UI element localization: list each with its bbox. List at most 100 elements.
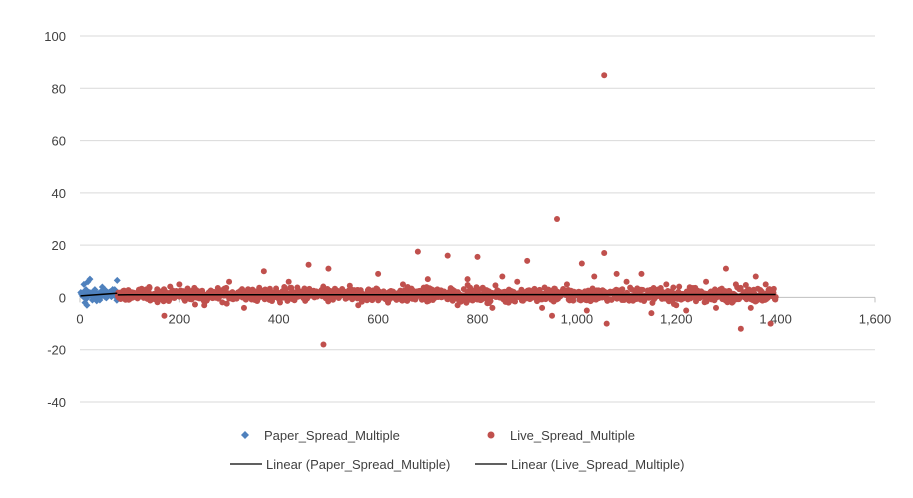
legend-label-trend-live: Linear (Live_Spread_Multiple) — [511, 457, 684, 472]
live-data-point — [226, 278, 233, 285]
live-data-point — [223, 284, 230, 291]
paper-data-point — [88, 296, 96, 304]
legend-label-trend-paper: Linear (Paper_Spread_Multiple) — [266, 457, 450, 472]
live-data-point — [240, 304, 247, 311]
live-data-point — [601, 72, 608, 79]
live-data-point — [742, 282, 749, 289]
legend-item-trend-live: Linear (Live_Spread_Multiple) — [475, 457, 684, 472]
live-data-point — [492, 282, 499, 289]
live-data-point — [512, 298, 519, 305]
y-axis: 100 80 60 40 20 0 -20 -40 — [44, 29, 66, 410]
live-data-point — [619, 286, 626, 293]
live-data-point — [285, 278, 292, 285]
live-data-point — [191, 301, 198, 308]
live-data-point — [305, 261, 312, 268]
live-data-point — [355, 302, 362, 309]
live-data-point — [554, 216, 560, 222]
gridlines — [80, 35, 875, 403]
y-tick-label: 60 — [52, 134, 66, 149]
y-tick-label: 100 — [44, 29, 66, 44]
paper-data-point — [82, 286, 90, 294]
y-tick-label: -20 — [47, 343, 66, 358]
live-data-point — [772, 294, 779, 301]
live-data-point — [737, 325, 744, 332]
y-tick-label: 0 — [59, 290, 66, 305]
legend-item-paper: Paper_Spread_Multiple — [241, 428, 400, 443]
live-data-point — [201, 302, 208, 309]
live-data-point — [732, 281, 739, 288]
trendline-paper — [80, 292, 118, 297]
x-tick-label: 1,200 — [660, 311, 693, 326]
plot-area — [77, 72, 779, 348]
live-data-point — [737, 284, 744, 291]
y-tick-label: 20 — [52, 238, 66, 253]
live-data-point — [747, 304, 754, 311]
live-data-point — [549, 312, 556, 319]
live-data-point — [638, 270, 645, 277]
live-data-point — [320, 341, 327, 348]
live-data-point — [489, 304, 496, 311]
live-data-point — [325, 265, 332, 272]
y-tick-label: -40 — [47, 395, 66, 410]
live-data-point — [603, 320, 610, 327]
live-data-point — [499, 273, 506, 280]
circle-marker-icon — [487, 431, 495, 439]
live-data-point — [161, 312, 168, 319]
live-data-point — [444, 252, 451, 259]
paper-data-point — [91, 286, 99, 294]
live-data-point — [601, 249, 608, 256]
paper-data-point — [96, 296, 104, 304]
legend-item-live: Live_Spread_Multiple — [487, 428, 635, 443]
x-tick-label: 1,600 — [859, 311, 892, 326]
live-data-point — [487, 298, 494, 305]
live-data-point — [460, 286, 467, 293]
x-tick-label: 200 — [169, 311, 191, 326]
live-data-point — [223, 300, 230, 307]
live-data-point — [770, 285, 777, 292]
live-data-point — [722, 265, 729, 272]
live-data-point — [767, 320, 774, 327]
x-tick-label: 800 — [467, 311, 489, 326]
x-tick-label: 400 — [268, 311, 290, 326]
paper-data-point — [113, 276, 121, 284]
live-data-point — [752, 273, 759, 280]
live-data-point — [524, 257, 531, 264]
live-data-point — [385, 299, 392, 306]
legend-label-live: Live_Spread_Multiple — [510, 428, 635, 443]
live-data-point — [375, 270, 382, 277]
live-data-point — [713, 304, 719, 311]
live-data-point — [329, 296, 336, 303]
live-data-point — [277, 299, 284, 306]
live-data-point — [676, 283, 683, 290]
live-data-point — [563, 281, 570, 288]
live-data-point — [591, 273, 598, 280]
y-tick-label: 80 — [52, 81, 66, 96]
x-tick-label: 1,000 — [561, 311, 594, 326]
y-tick-label: 40 — [52, 186, 66, 201]
x-tick-label: 0 — [76, 311, 83, 326]
x-tick-label: 1,400 — [759, 311, 792, 326]
live-data-point — [703, 278, 710, 285]
live-data-point — [464, 276, 471, 283]
x-tick-label: 600 — [367, 311, 389, 326]
live-data-point — [514, 278, 521, 285]
live-data-point — [583, 307, 590, 314]
paper-data-point — [86, 275, 94, 283]
live-data-point — [648, 310, 655, 317]
live-data-point — [424, 276, 431, 283]
live-data-point — [176, 281, 183, 288]
live-data-point — [260, 268, 267, 275]
legend-item-trend-paper: Linear (Paper_Spread_Multiple) — [230, 457, 450, 472]
live-data-point — [578, 260, 585, 267]
live-data-point — [663, 281, 670, 288]
live-data-point — [673, 302, 680, 309]
live-data-point — [399, 281, 406, 288]
legend-label-paper: Paper_Spread_Multiple — [264, 428, 400, 443]
legend: Paper_Spread_Multiple Live_Spread_Multip… — [230, 428, 684, 472]
live-data-point — [414, 248, 421, 255]
live-data-point — [639, 286, 646, 293]
live-data-point — [762, 281, 769, 288]
paper-data-point — [83, 301, 91, 309]
diamond-marker-icon — [241, 431, 249, 439]
